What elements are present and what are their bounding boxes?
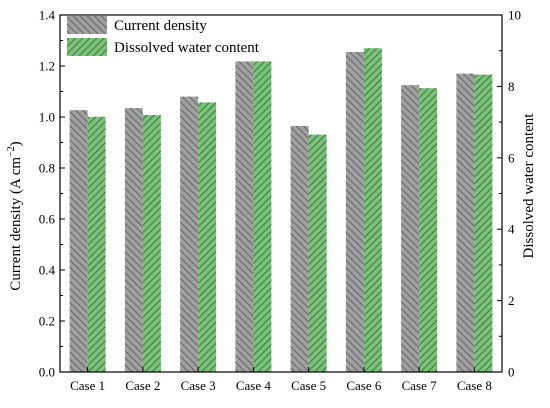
x-tick-label: Case 3 [181, 378, 216, 393]
x-tick-label: Case 5 [291, 378, 326, 393]
y-tick-label-left: 0.6 [39, 212, 56, 227]
x-tick-label: Case 1 [70, 378, 105, 393]
y-tick-label-right: 6 [508, 150, 515, 165]
legend-swatch-1 [67, 16, 107, 34]
bar-current-density-6 [345, 51, 364, 372]
x-tick-label: Case 2 [125, 378, 160, 393]
y-tick-label-left: 0.2 [39, 314, 55, 329]
y-tick-label-left: 0.0 [39, 365, 55, 380]
bar-current-density-5 [290, 125, 309, 373]
x-tick-label: Case 7 [402, 378, 438, 393]
x-tick-label: Case 6 [346, 378, 382, 393]
y-tick-label-left: 1.4 [39, 8, 56, 23]
bar-water-content-4 [253, 61, 272, 372]
bars-layer [69, 48, 493, 373]
y-tick-label-left: 1.0 [39, 110, 55, 125]
bar-water-content-8 [474, 74, 493, 373]
bar-water-content-1 [87, 116, 106, 373]
x-tick-label: Case 4 [236, 378, 272, 393]
legend-label-1: Current density [114, 18, 207, 34]
y-axis-title-left: Current density (A cm−2) [6, 141, 24, 290]
bar-water-content-2 [142, 114, 161, 373]
y-tick-label-left: 0.8 [39, 161, 55, 176]
bar-current-density-2 [124, 108, 143, 372]
legend: Current density Dissolved water content [67, 16, 260, 56]
y-tick-label-right: 2 [508, 293, 515, 308]
bar-water-content-3 [198, 102, 217, 373]
bar-water-content-6 [363, 48, 382, 372]
y-tick-label-left: 0.4 [39, 263, 56, 278]
y-tick-label-right: 4 [508, 222, 515, 237]
y-tick-label-right: 0 [508, 365, 515, 380]
x-tick-label: Case 8 [457, 378, 492, 393]
bar-current-density-1 [69, 110, 88, 373]
bar-current-density-8 [456, 73, 475, 373]
ticks-layer: 0.0 0.2 0.4 0.6 0.8 1.0 1.2 1.4 0 2 4 6 8 10 Case 1 Cas… [39, 8, 521, 394]
y-axis-title-right: Dissolved water content [521, 113, 537, 259]
bar-current-density-7 [401, 85, 420, 373]
bar-current-density-4 [235, 61, 254, 372]
y-tick-label-left: 1.2 [39, 59, 55, 74]
bar-water-content-5 [308, 134, 327, 372]
legend-swatch-2 [67, 38, 107, 56]
y-tick-label-right: 8 [508, 79, 515, 94]
bar-water-content-7 [419, 88, 438, 372]
y-tick-label-right: 10 [508, 8, 521, 23]
bar-current-density-3 [180, 96, 199, 372]
legend-label-2: Dissolved water content [114, 40, 260, 56]
